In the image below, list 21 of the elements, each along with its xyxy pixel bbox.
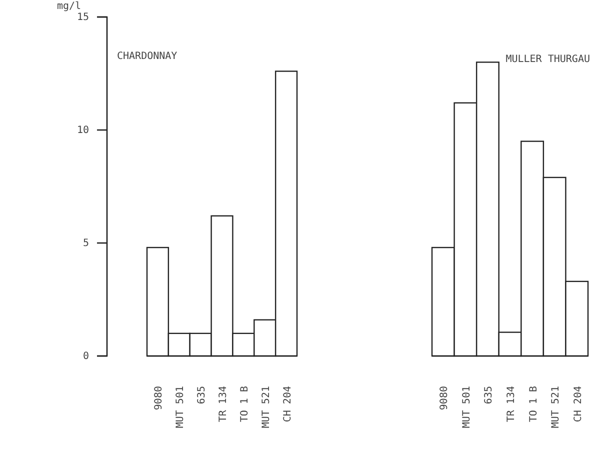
- x-tick-label: MUT 521: [550, 386, 562, 428]
- y-tick-label: 15: [76, 12, 89, 24]
- x-tick-label: CH 204: [282, 386, 294, 422]
- x-tick-label: 635: [196, 386, 208, 404]
- y-axis-title: mg/l: [56, 1, 82, 12]
- x-tick-label: TR 134: [506, 386, 517, 422]
- x-tick-label: MUT 521: [260, 386, 272, 428]
- y-tick-label: 0: [82, 351, 89, 362]
- y-tick-label: 10: [76, 125, 89, 136]
- text: CHARDONNAY: [117, 51, 178, 62]
- x-tick-label: TO 1 B: [239, 386, 250, 422]
- y-tick-label: 5: [82, 238, 89, 250]
- x-tick-label: TO 1 B: [528, 386, 540, 422]
- x-tick-label: TR 134: [218, 386, 229, 422]
- x-tick-label: 9080: [439, 386, 450, 410]
- x-tick-label: MUT 501: [175, 386, 186, 428]
- x-tick-label: CH 204: [572, 386, 584, 422]
- x-tick-label: 9080: [154, 386, 165, 410]
- x-tick-label: MUT 501: [461, 386, 472, 428]
- text: MULLER THURGAU: [506, 54, 590, 65]
- x-tick-label: 635: [484, 386, 495, 404]
